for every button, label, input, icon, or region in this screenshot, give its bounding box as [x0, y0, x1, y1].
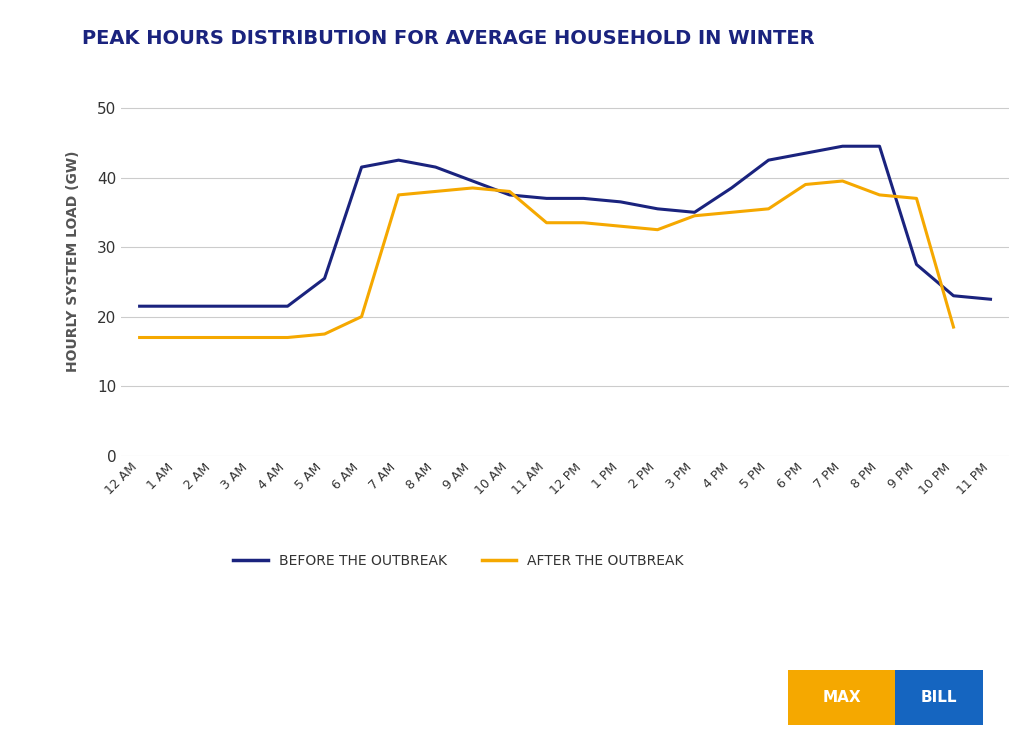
FancyBboxPatch shape	[895, 670, 983, 725]
Text: PEAK HOURS DISTRIBUTION FOR AVERAGE HOUSEHOLD IN WINTER: PEAK HOURS DISTRIBUTION FOR AVERAGE HOUS…	[82, 29, 814, 48]
Y-axis label: HOURLY SYSTEM LOAD (GW): HOURLY SYSTEM LOAD (GW)	[67, 150, 80, 372]
Text: BILL: BILL	[921, 690, 957, 705]
Legend: BEFORE THE OUTBREAK, AFTER THE OUTBREAK: BEFORE THE OUTBREAK, AFTER THE OUTBREAK	[227, 548, 689, 573]
FancyBboxPatch shape	[788, 670, 895, 725]
Text: MAX: MAX	[822, 690, 861, 705]
